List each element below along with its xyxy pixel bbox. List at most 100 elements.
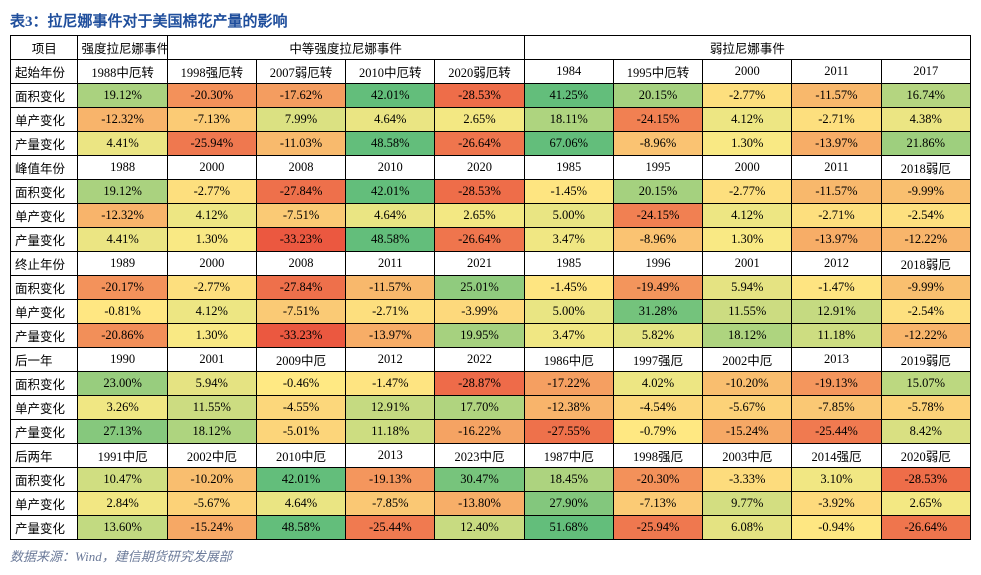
table-row: 面积变化10.47%-10.20%42.01%-19.13%30.47%18.4… [11,468,971,492]
data-cell: 51.68% [524,516,613,540]
data-cell: -3.99% [435,300,524,324]
data-cell: -13.97% [792,132,881,156]
data-cell: 5.82% [613,324,702,348]
data-cell: 18.12% [703,324,792,348]
data-cell: -25.44% [792,420,881,444]
data-cell: 30.47% [435,468,524,492]
data-cell: 1.30% [703,228,792,252]
data-cell: -7.13% [167,108,256,132]
hdr-project: 项目 [11,36,78,60]
data-cell: -1.47% [346,372,435,396]
data-cell: 9.77% [703,492,792,516]
data-cell: 11.18% [792,324,881,348]
data-cell: 2000 [703,156,792,180]
data-cell: 11.55% [167,396,256,420]
data-cell: 4.64% [256,492,345,516]
table-row: 面积变化-20.17%-2.77%-27.84%-11.57%25.01%-1.… [11,276,971,300]
data-cell: -7.13% [613,492,702,516]
data-cell: 2011 [346,252,435,276]
table-row: 产量变化4.41%1.30%-33.23%48.58%-26.64%3.47%-… [11,228,971,252]
data-cell: 1985 [524,252,613,276]
data-cell: -25.44% [346,516,435,540]
data-cell: 1997强厄 [613,348,702,372]
data-cell: 48.58% [256,516,345,540]
data-cell: 1.30% [703,132,792,156]
data-cell: -17.62% [256,84,345,108]
row-label: 面积变化 [11,180,78,204]
data-cell: -2.54% [881,204,970,228]
data-cell: -17.22% [524,372,613,396]
data-cell: -13.97% [792,228,881,252]
data-cell: -5.67% [167,492,256,516]
data-cell: 19.12% [78,180,167,204]
data-cell: -12.22% [881,324,970,348]
data-cell: -2.71% [792,108,881,132]
hdr-strong: 强度拉尼娜事件 [78,36,167,60]
data-cell: 19.12% [78,84,167,108]
data-cell: -19.13% [792,372,881,396]
data-cell: 21.86% [881,132,970,156]
data-cell: -20.86% [78,324,167,348]
data-cell: 2013 [346,444,435,468]
table-row: 单产变化2.84%-5.67%4.64%-7.85%-13.80%27.90%-… [11,492,971,516]
data-cell: 2009中厄 [256,348,345,372]
data-cell: 4.64% [346,108,435,132]
data-cell: 2018弱厄 [881,156,970,180]
data-cell: 4.12% [703,108,792,132]
data-cell: 17.70% [435,396,524,420]
data-cell: 41.25% [524,84,613,108]
data-cell: 4.12% [703,204,792,228]
row-label: 面积变化 [11,468,78,492]
data-cell: 2001 [167,348,256,372]
data-cell: -10.20% [167,468,256,492]
data-cell: 2.65% [435,204,524,228]
data-cell: -4.54% [613,396,702,420]
data-cell: 4.38% [881,108,970,132]
data-cell: -7.85% [792,396,881,420]
data-cell: -12.22% [881,228,970,252]
data-cell: 4.02% [613,372,702,396]
data-cell: -28.53% [435,180,524,204]
data-cell: 12.40% [435,516,524,540]
data-cell: 27.13% [78,420,167,444]
data-cell: -26.64% [435,132,524,156]
data-cell: 2018弱厄 [881,252,970,276]
hdr-medium: 中等强度拉尼娜事件 [167,36,524,60]
data-cell: 2008 [256,156,345,180]
data-cell: -2.77% [703,84,792,108]
data-cell: -0.46% [256,372,345,396]
data-cell: 2007弱厄转 [256,60,345,84]
data-cell: 6.08% [703,516,792,540]
data-cell: 16.74% [881,84,970,108]
data-cell: 1995中厄转 [613,60,702,84]
data-cell: 5.94% [167,372,256,396]
table-body: 起始年份1988中厄转1998强厄转2007弱厄转2010中厄转2020弱厄转1… [11,60,971,540]
data-cell: 2012 [346,348,435,372]
table-row: 单产变化3.26%11.55%-4.55%12.91%17.70%-12.38%… [11,396,971,420]
impact-table: 项目 强度拉尼娜事件 中等强度拉尼娜事件 弱拉尼娜事件 起始年份1988中厄转1… [10,35,971,540]
data-cell: -2.77% [703,180,792,204]
row-label: 产量变化 [11,228,78,252]
data-cell: -15.24% [703,420,792,444]
data-cell: 18.12% [167,420,256,444]
data-cell: 4.41% [78,228,167,252]
row-label: 后一年 [11,348,78,372]
data-cell: 1991中厄 [78,444,167,468]
data-cell: 11.55% [703,300,792,324]
data-cell: 48.58% [346,228,435,252]
row-label: 面积变化 [11,84,78,108]
row-label: 单产变化 [11,396,78,420]
data-cell: 1998强厄 [613,444,702,468]
table-row: 峰值年份198820002008201020201985199520002011… [11,156,971,180]
data-cell: 4.41% [78,132,167,156]
data-cell: 8.42% [881,420,970,444]
data-cell: 1998强厄转 [167,60,256,84]
data-cell: 7.99% [256,108,345,132]
data-cell: -2.54% [881,300,970,324]
row-label: 产量变化 [11,420,78,444]
data-cell: -5.78% [881,396,970,420]
data-cell: -2.71% [792,204,881,228]
row-label: 单产变化 [11,204,78,228]
data-cell: -2.77% [167,276,256,300]
data-cell: -20.30% [613,468,702,492]
